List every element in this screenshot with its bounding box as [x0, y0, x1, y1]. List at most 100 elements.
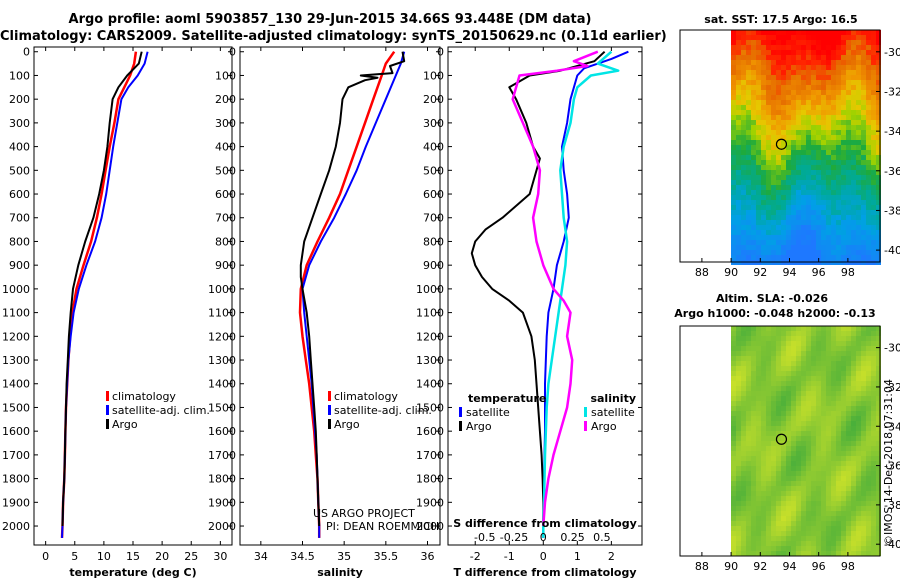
map-cell — [826, 40, 831, 45]
map-cell — [811, 386, 816, 391]
map-cell — [801, 526, 806, 531]
map-cell — [876, 190, 881, 195]
map-cell — [781, 326, 786, 331]
map-cell — [876, 551, 881, 556]
map-cell — [766, 175, 771, 180]
map-cell — [761, 50, 766, 55]
y-tick-label: 1700 — [208, 449, 236, 462]
map-cell — [766, 250, 771, 255]
map-cell — [841, 95, 846, 100]
map-cell — [836, 90, 841, 95]
map-cell — [796, 230, 801, 235]
map-cell — [871, 165, 876, 170]
map-cell — [791, 491, 796, 496]
map-cell — [761, 421, 766, 426]
map-cell — [836, 481, 841, 486]
map-cell — [816, 466, 821, 471]
map-cell — [751, 95, 756, 100]
map-cell — [836, 411, 841, 416]
map-cell — [851, 481, 856, 486]
map-cell — [741, 45, 746, 50]
map-cell — [741, 381, 746, 386]
map-cell — [731, 245, 736, 250]
map-cell — [731, 180, 736, 185]
map-cell — [731, 215, 736, 220]
map-cell — [771, 351, 776, 356]
map-cell — [781, 516, 786, 521]
map-cell — [731, 516, 736, 521]
map-cell — [871, 531, 876, 536]
map-cell — [796, 235, 801, 240]
map-cell — [751, 30, 756, 35]
map-cell — [766, 165, 771, 170]
map-cell — [811, 190, 816, 195]
map-cell — [756, 401, 761, 406]
map-cell — [731, 536, 736, 541]
map-cell — [831, 456, 836, 461]
map-cell — [776, 486, 781, 491]
map-cell — [761, 90, 766, 95]
map-cell — [761, 240, 766, 245]
map-cell — [816, 165, 821, 170]
map-cell — [866, 215, 871, 220]
map-cell — [816, 481, 821, 486]
map-cell — [796, 95, 801, 100]
map-cell — [751, 215, 756, 220]
map-cell — [741, 386, 746, 391]
map-cell — [841, 70, 846, 75]
map-cell — [786, 30, 791, 35]
map-cell — [811, 391, 816, 396]
y-tick-label: -40 — [884, 244, 900, 257]
map-cell — [856, 486, 861, 491]
map-cell — [761, 215, 766, 220]
map-cell — [831, 155, 836, 160]
y-tick-label: 100 — [215, 69, 236, 82]
map-cell — [771, 210, 776, 215]
y-tick-label: 1700 — [2, 449, 30, 462]
map-cell — [731, 210, 736, 215]
map-cell — [841, 531, 846, 536]
map-cell — [801, 190, 806, 195]
map-cell — [801, 155, 806, 160]
map-cell — [761, 185, 766, 190]
map-cell — [846, 95, 851, 100]
map-cell — [781, 200, 786, 205]
map-cell — [851, 461, 856, 466]
map-cell — [801, 496, 806, 501]
map-cell — [821, 230, 826, 235]
map-cell — [826, 125, 831, 130]
map-cell — [736, 396, 741, 401]
map-cell — [776, 331, 781, 336]
map-cell — [861, 526, 866, 531]
map-cell — [816, 446, 821, 451]
map-cell — [856, 406, 861, 411]
map-cell — [771, 526, 776, 531]
map-cell — [871, 50, 876, 55]
map-cell — [801, 85, 806, 90]
map-cell — [826, 351, 831, 356]
map-cell — [731, 230, 736, 235]
map-cell — [841, 451, 846, 456]
map-cell — [811, 346, 816, 351]
map-cell — [866, 120, 871, 125]
map-cell — [771, 486, 776, 491]
map-cell — [766, 240, 771, 245]
map-cell — [796, 105, 801, 110]
map-cell — [736, 376, 741, 381]
map-cell — [756, 371, 761, 376]
map-cell — [841, 220, 846, 225]
map-cell — [871, 331, 876, 336]
map-cell — [791, 170, 796, 175]
map-cell — [856, 165, 861, 170]
map-cell — [746, 351, 751, 356]
map-cell — [761, 451, 766, 456]
map-cell — [806, 250, 811, 255]
map-cell — [736, 361, 741, 366]
map-cell — [841, 235, 846, 240]
map-cell — [806, 341, 811, 346]
series-argo — [61, 51, 143, 527]
map-cell — [856, 361, 861, 366]
y-tick-label: 900 — [9, 259, 30, 272]
map-cell — [806, 240, 811, 245]
y-tick-label: 1500 — [416, 401, 444, 414]
